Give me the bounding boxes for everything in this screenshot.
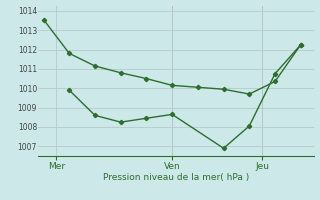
X-axis label: Pression niveau de la mer( hPa ): Pression niveau de la mer( hPa ) bbox=[103, 173, 249, 182]
